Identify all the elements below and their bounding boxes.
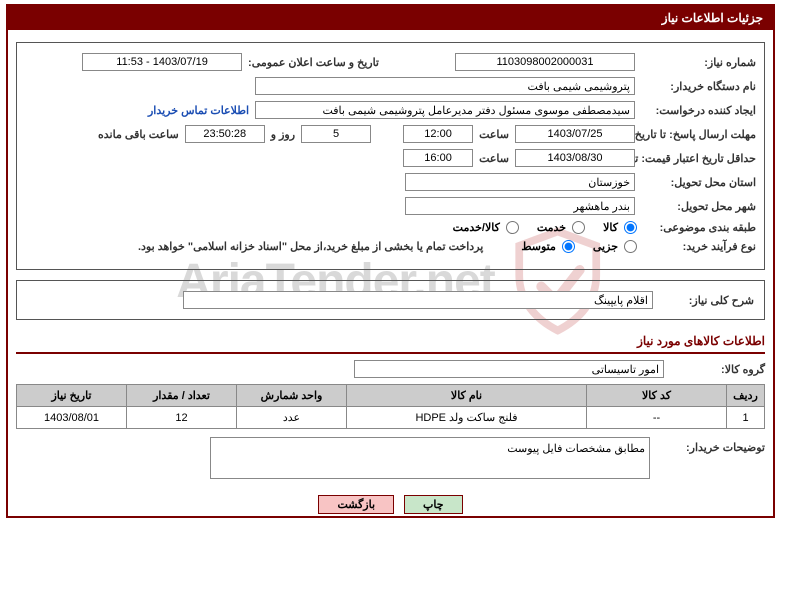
- th-name: نام کالا: [347, 385, 587, 407]
- print-button[interactable]: چاپ: [404, 495, 463, 514]
- panel-title: جزئیات اطلاعات نیاز: [8, 6, 773, 30]
- td-code: --: [587, 407, 727, 429]
- buyer-org-label: نام دستگاه خریدار:: [641, 80, 756, 93]
- city-label: شهر محل تحویل:: [641, 200, 756, 213]
- th-qty: تعداد / مقدار: [127, 385, 237, 407]
- category-label: طبقه بندی موضوعی:: [641, 221, 756, 234]
- th-code: کد کالا: [587, 385, 727, 407]
- back-button[interactable]: بازگشت: [318, 495, 394, 514]
- days-and-label: روز و: [271, 128, 295, 141]
- purchase-type-label: نوع فرآیند خرید:: [641, 240, 756, 253]
- contact-link[interactable]: اطلاعات تماس خریدار: [148, 104, 249, 117]
- price-validity-label: حداقل تاریخ اعتبار قیمت: تا تاریخ:: [641, 152, 756, 165]
- category-radio-goods[interactable]: [624, 221, 637, 234]
- province-label: استان محل تحویل:: [641, 176, 756, 189]
- need-no-label: شماره نیاز:: [641, 56, 756, 69]
- announce-dt-label: تاریخ و ساعت اعلان عمومی:: [248, 56, 379, 69]
- panel: جزئیات اطلاعات نیاز شماره نیاز: 11030980…: [6, 4, 775, 518]
- announce-dt-value: 1403/07/19 - 11:53: [82, 53, 242, 71]
- table-header-row: ردیف کد کالا نام کالا واحد شمارش تعداد /…: [17, 385, 765, 407]
- city-value: بندر ماهشهر: [405, 197, 635, 215]
- category-opt-service: خدمت: [537, 221, 566, 234]
- general-desc-label: شرح کلی نیاز:: [659, 294, 754, 307]
- reply-date-value: 1403/07/25: [515, 125, 635, 143]
- td-name: فلنج ساکت ولد HDPE: [347, 407, 587, 429]
- purchase-opt-medium: متوسط: [521, 240, 556, 253]
- category-radio-both[interactable]: [506, 221, 519, 234]
- validity-date-value: 1403/08/30: [515, 149, 635, 167]
- td-need-date: 1403/08/01: [17, 407, 127, 429]
- validity-time-value: 16:00: [403, 149, 473, 167]
- th-unit: واحد شمارش: [237, 385, 347, 407]
- items-table: ردیف کد کالا نام کالا واحد شمارش تعداد /…: [16, 384, 765, 429]
- remain-days-value: 5: [301, 125, 371, 143]
- buyer-org-value: پتروشیمی شیمی بافت: [255, 77, 635, 95]
- hour-label-1: ساعت: [479, 128, 509, 141]
- province-value: خوزستان: [405, 173, 635, 191]
- category-opt-goods: کالا: [603, 221, 618, 234]
- buyer-notes-value: مطابق مشخصات فایل پیوست: [210, 437, 650, 479]
- general-desc-value: اقلام پایپینگ: [183, 291, 653, 309]
- remain-time-value: 23:50:28: [185, 125, 265, 143]
- table-row: 1 -- فلنج ساکت ولد HDPE عدد 12 1403/08/0…: [17, 407, 765, 429]
- need-no-value: 1103098002000031: [455, 53, 635, 71]
- requester-label: ایجاد کننده درخواست:: [641, 104, 756, 117]
- td-qty: 12: [127, 407, 237, 429]
- purchase-radio-medium[interactable]: [562, 240, 575, 253]
- form-box: شماره نیاز: 1103098002000031 تاریخ و ساع…: [16, 42, 765, 270]
- reply-time-value: 12:00: [403, 125, 473, 143]
- payment-note: پرداخت تمام یا بخشی از مبلغ خرید،از محل …: [138, 240, 483, 253]
- category-radio-service[interactable]: [572, 221, 585, 234]
- goods-info-title: اطلاعات کالاهای مورد نیاز: [16, 330, 765, 354]
- category-opt-both: کالا/خدمت: [453, 221, 500, 234]
- td-row: 1: [727, 407, 765, 429]
- buyer-notes-label: توضیحات خریدار:: [650, 437, 765, 479]
- th-row: ردیف: [727, 385, 765, 407]
- general-desc-box: شرح کلی نیاز: اقلام پایپینگ: [16, 280, 765, 320]
- button-row: چاپ بازگشت: [8, 487, 773, 516]
- reply-deadline-label: مهلت ارسال پاسخ: تا تاریخ:: [641, 128, 756, 141]
- goods-group-label: گروه کالا:: [670, 363, 765, 376]
- hour-label-2: ساعت: [479, 152, 509, 165]
- purchase-opt-minor: جزیی: [593, 240, 618, 253]
- remain-label: ساعت باقی مانده: [98, 128, 179, 141]
- goods-group-value: امور تاسیساتی: [354, 360, 664, 378]
- th-need-date: تاریخ نیاز: [17, 385, 127, 407]
- requester-value: سیدمصطفی موسوی مسئول دفتر مدیرعامل پتروش…: [255, 101, 635, 119]
- purchase-radio-minor[interactable]: [624, 240, 637, 253]
- td-unit: عدد: [237, 407, 347, 429]
